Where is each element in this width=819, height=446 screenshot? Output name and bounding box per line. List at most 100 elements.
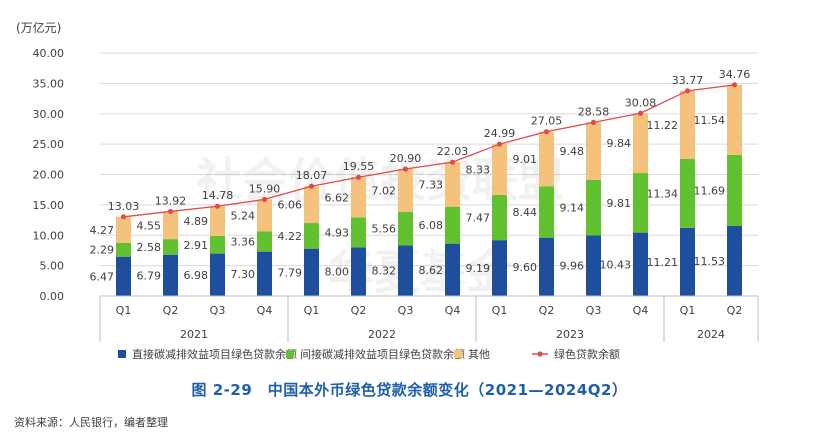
- data-label: 9.19: [466, 262, 491, 275]
- bar-segment-other: [210, 206, 225, 236]
- total-label: 28.58: [578, 105, 610, 118]
- y-tick-label: 10.00: [33, 229, 65, 242]
- total-label: 14.78: [202, 189, 234, 202]
- bar-segment-indirect: [210, 235, 225, 254]
- bar-segment-indirect: [257, 231, 272, 252]
- data-label: 6.98: [184, 269, 209, 282]
- total-label: 27.05: [531, 115, 563, 128]
- legend-label: 绿色贷款余额: [554, 347, 620, 361]
- total-label: 13.03: [108, 200, 140, 213]
- bar-segment-other: [633, 113, 648, 174]
- bar-segment-other: [398, 169, 413, 212]
- total-point: [120, 214, 127, 220]
- data-label: 11.21: [647, 256, 679, 269]
- legend-line-marker: [537, 351, 543, 357]
- total-label: 19.55: [343, 160, 375, 173]
- data-label: 11.54: [694, 114, 726, 127]
- total-point: [731, 82, 738, 88]
- y-tick-label: 35.00: [33, 77, 65, 90]
- data-label: 11.22: [647, 119, 679, 132]
- legend-label: 直接碳减排效益项目绿色贷款余额: [132, 347, 297, 361]
- y-tick-label: 30.00: [33, 108, 65, 121]
- bar-segment-direct: [398, 245, 413, 296]
- bar-segment-direct: [210, 253, 225, 296]
- total-point: [167, 208, 174, 215]
- x-tick-label: Q1: [116, 304, 132, 317]
- total-point: [543, 129, 550, 135]
- data-label: 8.32: [372, 265, 397, 278]
- data-label: 9.60: [513, 261, 538, 274]
- data-label: 2.58: [137, 241, 162, 254]
- data-label: 8.00: [325, 266, 350, 279]
- x-tick-label: Q4: [633, 304, 649, 317]
- bar-segment-other: [492, 144, 507, 195]
- x-tick-label: Q2: [163, 304, 179, 317]
- data-label: 9.84: [607, 137, 632, 150]
- bar-segment-indirect: [492, 194, 507, 241]
- year-label: 2022: [368, 328, 396, 341]
- bar-segment-other: [257, 199, 272, 232]
- bar-segment-direct: [351, 247, 366, 296]
- data-label: 3.36: [231, 235, 256, 248]
- total-point: [449, 159, 456, 165]
- total-label: 13.92: [155, 194, 187, 207]
- data-label: 4.55: [137, 219, 162, 232]
- bar-segment-other: [116, 216, 131, 243]
- data-label: 4.93: [325, 226, 350, 239]
- total-label: 24.99: [484, 127, 516, 140]
- total-point: [355, 174, 362, 180]
- data-label: 6.62: [325, 191, 350, 204]
- data-label: 9.14: [560, 202, 585, 215]
- x-tick-label: Q2: [351, 304, 367, 317]
- bar-segment-other: [680, 90, 695, 160]
- total-point: [590, 119, 597, 125]
- bar-segment-indirect: [539, 186, 554, 238]
- total-label: 30.08: [625, 96, 657, 109]
- data-label: 7.02: [372, 184, 397, 197]
- data-label: 9.48: [560, 145, 585, 158]
- bar-segment-indirect: [633, 173, 648, 233]
- x-tick-label: Q1: [304, 304, 320, 317]
- data-label: 2.29: [90, 244, 115, 257]
- x-tick-label: Q2: [539, 304, 555, 317]
- data-label: 8.33: [466, 163, 491, 176]
- bar-segment-direct: [116, 256, 131, 296]
- x-tick-label: Q3: [210, 304, 226, 317]
- data-label: 11.53: [694, 255, 726, 268]
- legend-label: 其他: [468, 348, 490, 361]
- bar-segment-direct: [680, 227, 695, 296]
- data-label: 2.91: [184, 239, 209, 252]
- total-point: [214, 203, 221, 209]
- bar-segment-direct: [539, 237, 554, 296]
- y-tick-label: 40.00: [33, 47, 65, 60]
- data-label: 6.08: [419, 219, 444, 232]
- bar-segment-indirect: [445, 206, 460, 244]
- total-point: [496, 141, 503, 147]
- legend-swatch: [286, 350, 294, 358]
- bar-segment-direct: [163, 254, 178, 296]
- total-label: 18.07: [296, 169, 328, 182]
- data-label: 4.89: [184, 215, 209, 228]
- data-label: 11.34: [647, 187, 679, 200]
- data-label: 9.01: [513, 153, 538, 166]
- total-label: 22.03: [437, 145, 469, 158]
- bar-segment-other: [351, 177, 366, 218]
- total-label: 34.76: [719, 68, 751, 81]
- total-point: [308, 183, 315, 189]
- x-tick-label: Q4: [257, 304, 273, 317]
- total-point: [684, 88, 691, 94]
- x-tick-label: Q2: [727, 304, 743, 317]
- x-tick-label: Q1: [492, 304, 508, 317]
- y-axis-unit-label: (万亿元): [16, 20, 61, 35]
- legend-swatch: [118, 350, 126, 358]
- bar-segment-indirect: [586, 179, 601, 236]
- bar-segment-indirect: [398, 211, 413, 246]
- year-label: 2024: [697, 328, 725, 341]
- y-tick-label: 5.00: [40, 260, 65, 273]
- watermark-text: 社会价值投资联盟: [196, 153, 564, 207]
- data-label: 5.24: [231, 209, 256, 222]
- x-tick-label: Q3: [586, 304, 602, 317]
- bar-segment-other: [586, 122, 601, 180]
- bar-segment-other: [727, 84, 742, 155]
- x-tick-label: Q1: [680, 304, 696, 317]
